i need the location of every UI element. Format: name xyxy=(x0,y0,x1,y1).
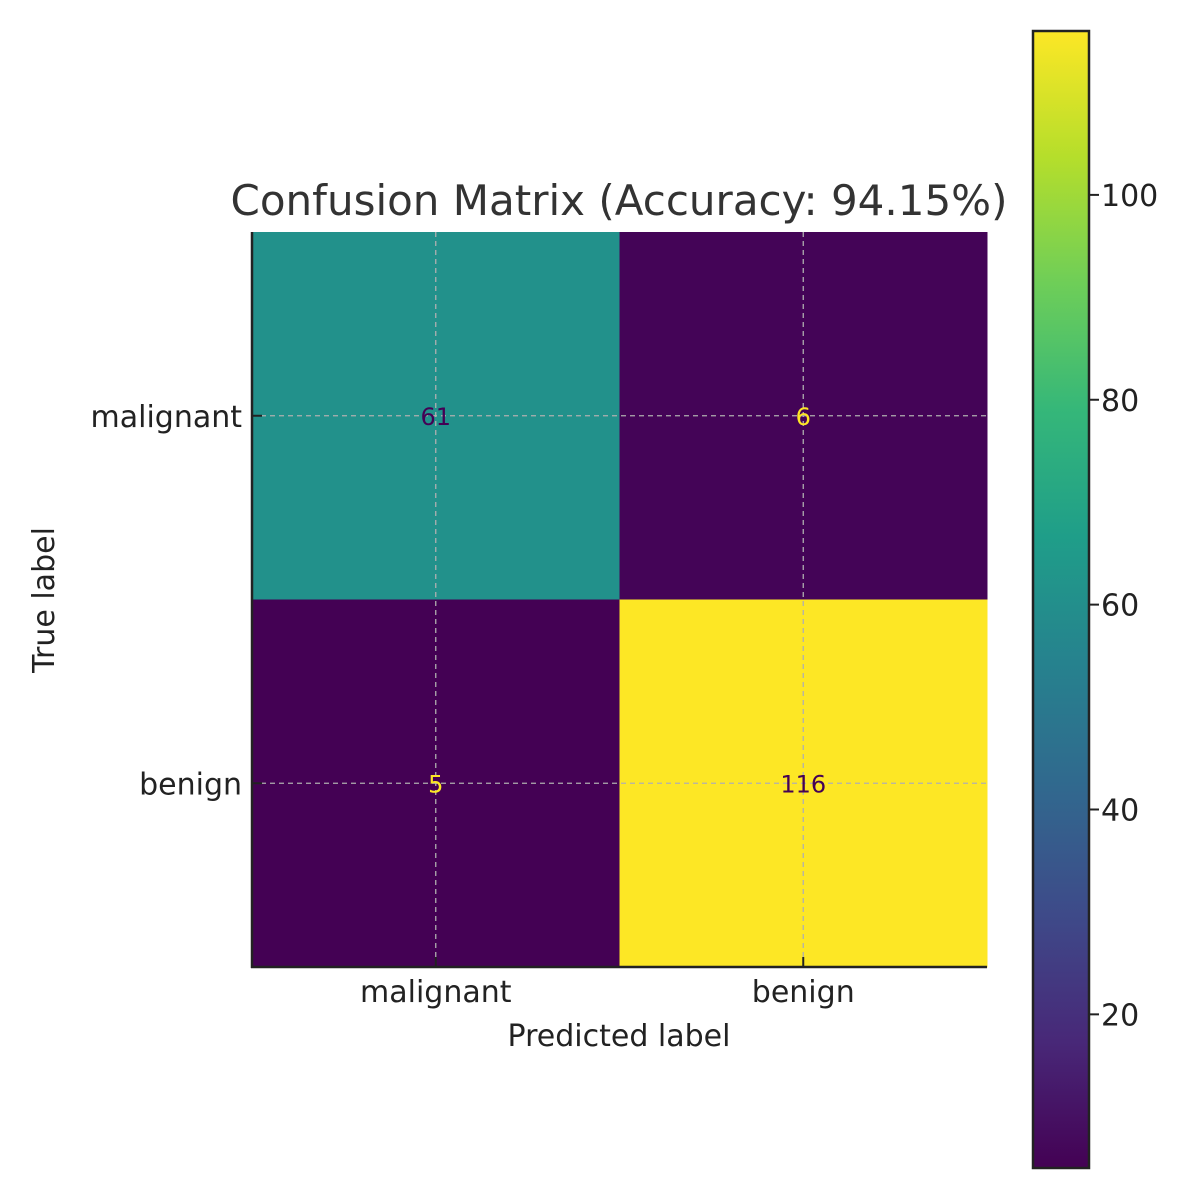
heatmap-cell-labels: 61 6 5 116 xyxy=(420,403,826,799)
x-tick-labels: malignant benign xyxy=(360,957,855,1010)
heatmap-cells xyxy=(252,232,988,968)
x-axis-label: Predicted label xyxy=(508,1019,731,1054)
cell-value-label: 61 xyxy=(420,403,451,431)
colorbar: 20 40 60 80 100 xyxy=(1031,29,1158,1170)
y-tick-label: malignant xyxy=(91,400,243,435)
colorbar-tick-label: 60 xyxy=(1101,589,1139,624)
y-tick-label: benign xyxy=(139,767,242,802)
y-tick-labels: malignant benign xyxy=(91,400,262,802)
colorbar-tick-label: 40 xyxy=(1101,793,1139,828)
heatmap-axes xyxy=(250,232,987,969)
cell-value-label: 6 xyxy=(796,403,811,431)
colorbar-tick-label: 100 xyxy=(1101,179,1158,214)
x-tick-label: malignant xyxy=(360,975,512,1010)
cell-value-label: 116 xyxy=(780,770,826,798)
colorbar-tick-label: 20 xyxy=(1101,998,1139,1033)
y-axis-label: True label xyxy=(27,527,62,674)
cell-value-label: 5 xyxy=(428,770,443,798)
colorbar-frame xyxy=(1031,29,1091,1170)
x-tick-label: benign xyxy=(752,975,855,1010)
chart-title: Confusion Matrix (Accuracy: 94.15%) xyxy=(231,176,1008,225)
colorbar-tick-label: 80 xyxy=(1101,384,1139,419)
colorbar-gradient xyxy=(1033,31,1089,1168)
heatmap-gridlines xyxy=(252,232,987,967)
